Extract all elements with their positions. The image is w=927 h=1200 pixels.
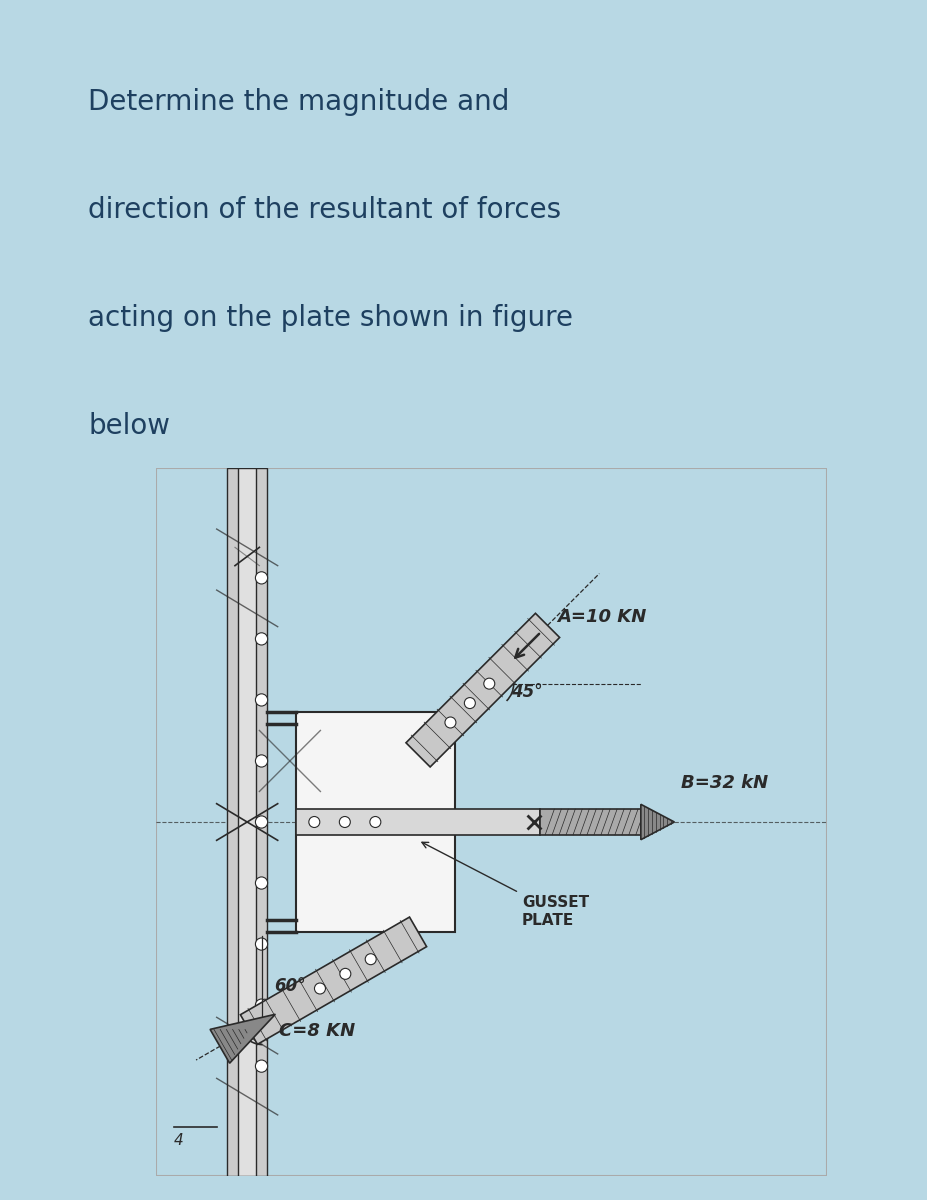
Text: Determine the magnitude and: Determine the magnitude and — [88, 88, 510, 115]
Text: 45°: 45° — [511, 683, 542, 701]
Circle shape — [256, 816, 268, 828]
Text: 4: 4 — [174, 1134, 184, 1148]
Text: A=10 KN: A=10 KN — [557, 608, 646, 626]
Circle shape — [365, 954, 376, 965]
Bar — [540, 809, 641, 835]
Circle shape — [339, 816, 350, 828]
Circle shape — [256, 998, 268, 1012]
Circle shape — [256, 1060, 268, 1073]
Text: GUSSET
PLATE: GUSSET PLATE — [422, 842, 589, 928]
Text: C=8 KN: C=8 KN — [279, 1021, 356, 1039]
Bar — [227, 468, 238, 1176]
Circle shape — [340, 968, 350, 979]
Bar — [256, 468, 267, 1176]
Polygon shape — [210, 1014, 275, 1063]
Bar — [296, 809, 540, 835]
Circle shape — [370, 816, 381, 828]
Polygon shape — [406, 613, 560, 767]
Circle shape — [256, 938, 268, 950]
Polygon shape — [240, 917, 426, 1044]
Circle shape — [484, 678, 495, 689]
Text: below: below — [88, 412, 171, 439]
Bar — [296, 712, 454, 932]
Text: B=32 kN: B=32 kN — [680, 774, 768, 792]
Circle shape — [256, 571, 268, 584]
Text: 60°: 60° — [274, 977, 306, 995]
Circle shape — [309, 816, 320, 828]
Circle shape — [256, 877, 268, 889]
Circle shape — [256, 632, 268, 646]
Bar — [236, 468, 258, 1176]
Polygon shape — [641, 804, 675, 840]
Circle shape — [314, 983, 325, 994]
Circle shape — [256, 755, 268, 767]
Circle shape — [445, 718, 456, 728]
Circle shape — [464, 697, 476, 708]
Circle shape — [256, 694, 268, 706]
Text: acting on the plate shown in figure: acting on the plate shown in figure — [88, 304, 573, 331]
Text: direction of the resultant of forces: direction of the resultant of forces — [88, 196, 562, 223]
